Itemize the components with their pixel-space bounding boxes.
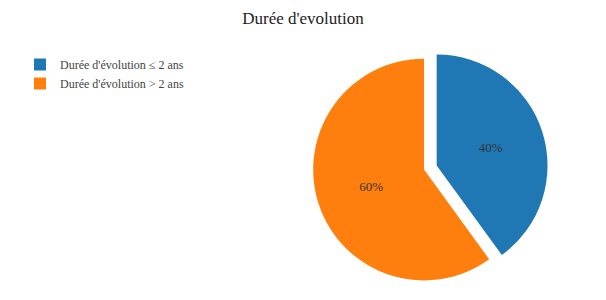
svg-text:60%: 60% (359, 179, 383, 194)
svg-text:40%: 40% (479, 140, 503, 155)
svg-text:Durée d'évolution > 2 ans: Durée d'évolution > 2 ans (60, 77, 184, 91)
svg-text:Durée d'evolution: Durée d'evolution (242, 9, 364, 28)
svg-text:Durée d'évolution ≤ 2 ans: Durée d'évolution ≤ 2 ans (60, 58, 184, 72)
